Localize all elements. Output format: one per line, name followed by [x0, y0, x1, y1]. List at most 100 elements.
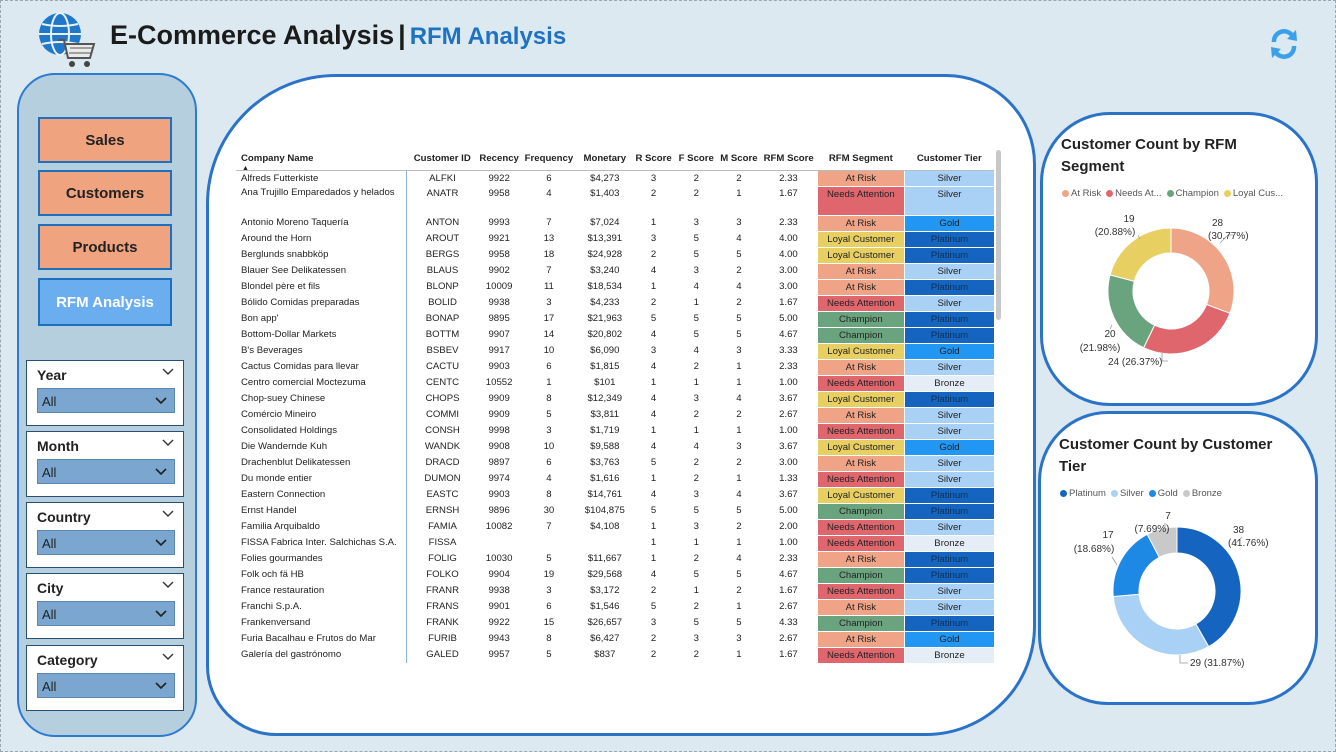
table-cell: 4	[650, 329, 657, 340]
donut-slice[interactable]	[1176, 526, 1242, 648]
column-header[interactable]: R Score	[632, 148, 675, 171]
table-cell: 3	[546, 585, 552, 596]
table-cell: Champion	[816, 311, 905, 328]
table-cell: B's Beverages	[236, 343, 408, 359]
column-header[interactable]: Company Name ▲	[236, 148, 407, 172]
nav-rfm-analysis-button[interactable]: RFM Analysis	[38, 278, 172, 326]
leader-line	[1137, 234, 1141, 240]
table-cell: 7	[546, 521, 552, 532]
table-cell: 10	[543, 441, 555, 452]
table-cell: 2.67	[779, 633, 798, 644]
table-row[interactable]: Cactus Comidas para llevar CACTU 9903 6 $1,8…	[236, 359, 994, 376]
table-row[interactable]: Bólido Comidas preparadas BOLID 9938 3 $4,23…	[236, 295, 994, 312]
table-row[interactable]: Consolidated Holdings CONSH 9998 3 $1,719 1 1 1…	[236, 423, 994, 440]
column-header[interactable]: Recency	[477, 148, 521, 171]
table-cell: 4	[546, 188, 552, 199]
legend-item[interactable]: At Risk	[1062, 188, 1101, 199]
table-row[interactable]: Ernst Handel ERNSH 9896 30 $104,875 5 5 5 5.00 Ch…	[236, 503, 994, 520]
donut-slice[interactable]	[1112, 593, 1210, 656]
nav-sales-button[interactable]: Sales	[38, 117, 172, 163]
legend-item[interactable]: Gold	[1148, 488, 1178, 499]
table-row[interactable]: Franchi S.p.A. FRANS 9901 6 $1,546 5 2 1 2.67 At …	[236, 599, 994, 616]
table-row[interactable]: Berglunds snabbköp BERGS 9958 18 $24,928 2 5 5 4…	[236, 247, 994, 264]
donut-slice[interactable]	[1109, 227, 1172, 282]
legend-item[interactable]: Needs At...	[1106, 188, 1162, 199]
legend-dot-icon	[1223, 189, 1231, 197]
table-row[interactable]: Antonio Moreno Taquería ANTON 9993 7 $7,024 1…	[236, 215, 994, 232]
table-row[interactable]: Comércio Mineiro COMMI 9909 5 $3,811 4 2 2 2.67 A…	[236, 407, 994, 424]
column-header[interactable]: M Score	[717, 148, 761, 171]
table-cell: 5	[650, 457, 657, 468]
table-row[interactable]: Alfreds Futterkiste ALFKI 9922 6 $4,273 3 2 2 2.…	[236, 170, 994, 187]
table-row[interactable]: Bon app' BONAP 9895 17 $21,963 5 5 5 5.00 Champio…	[236, 311, 994, 328]
table-row[interactable]: Du monde entier DUMON 9974 4 $1,616 1 2 1 1.33 Ne…	[236, 471, 994, 488]
chevron-down-icon[interactable]	[161, 507, 175, 521]
table-row[interactable]: Folies gourmandes FOLIG 10030 5 $11,667 1 2 4 2.…	[236, 551, 994, 568]
table-row[interactable]: Around the Horn AROUT 9921 13 $13,391 3 5 4 4.00…	[236, 231, 994, 248]
table-cell: Platinum	[904, 327, 994, 344]
table-cell: BERGS	[425, 249, 460, 260]
donut-slice[interactable]	[1142, 303, 1231, 355]
table-row[interactable]: Frankenversand FRANK 9922 15 $26,657 3 5 5 4.33 C…	[236, 615, 994, 632]
chevron-down-icon[interactable]	[161, 650, 175, 664]
table-cell: 1	[736, 361, 742, 372]
table-row[interactable]: Furia Bacalhau e Frutos do Mar FURIB 9943 8…	[236, 631, 994, 648]
table-cell: 7	[546, 217, 552, 228]
refresh-icon[interactable]	[1266, 26, 1302, 62]
table-row[interactable]: Die Wandernde Kuh WANDK 9908 10 $9,588 4 4 3 3.6…	[236, 439, 994, 456]
table-cell: Champion	[816, 615, 905, 632]
column-header[interactable]: RFM Segment	[817, 148, 905, 171]
table-cell: 9974	[488, 473, 510, 484]
city-dropdown[interactable]: All	[37, 601, 175, 626]
nav-customers-button[interactable]: Customers	[38, 170, 172, 216]
table-scrollbar[interactable]	[996, 150, 1001, 320]
month-dropdown[interactable]: All	[37, 459, 175, 484]
table-cell: At Risk	[816, 407, 905, 424]
column-header[interactable]: Frequency	[520, 148, 578, 171]
table-row[interactable]: Folk och fä HB FOLKO 9904 19 $29,568 4 5 5 4.67 C…	[236, 567, 994, 584]
table-cell: 3.00	[779, 265, 798, 276]
chevron-down-icon[interactable]	[161, 578, 175, 592]
table-cell: 6	[546, 457, 552, 468]
legend-item[interactable]: Loyal Cus...	[1223, 188, 1283, 199]
legend-item[interactable]: Silver	[1110, 488, 1144, 499]
table-row[interactable]: Familia Arquibaldo FAMIA 10082 7 $4,108 1 3 2 2.…	[236, 519, 994, 536]
column-header[interactable]: Customer ID	[406, 148, 478, 171]
country-dropdown[interactable]: All	[37, 530, 175, 555]
table-row[interactable]: Drachenblut Delikatessen DRACD 9897 6 $3,763…	[236, 455, 994, 472]
table-cell: EASTC	[426, 489, 459, 500]
table-row[interactable]: Chop-suey Chinese CHOPS 9909 8 $12,349 4 3 4 3.6…	[236, 391, 994, 408]
table-row[interactable]: Ana Trujillo Emparedados y helados ANATR 9…	[236, 186, 994, 216]
table-row[interactable]: FISSA Fabrica Inter. Salchichas S.A. FISS…	[236, 535, 994, 552]
table-cell: 5	[693, 617, 699, 628]
table-row[interactable]: Blauer See Delikatessen BLAUS 9902 7 $3,240 4…	[236, 263, 994, 280]
table-cell: Silver	[904, 263, 994, 280]
legend-item[interactable]: Champion	[1166, 188, 1219, 199]
legend-item[interactable]: Platinum	[1060, 488, 1106, 499]
table-cell: BSBEV	[426, 345, 459, 356]
table-cell: $1,719	[590, 425, 620, 436]
chevron-down-icon[interactable]	[161, 436, 175, 450]
chevron-down-icon[interactable]	[161, 365, 175, 379]
donut-slice[interactable]	[1146, 526, 1178, 559]
table-cell: 1	[736, 377, 742, 388]
column-header[interactable]: Monetary	[577, 148, 633, 171]
table-row[interactable]: Bottom-Dollar Markets BOTTM 9907 14 $20,802 4…	[236, 327, 994, 344]
column-header[interactable]: Customer Tier	[904, 148, 994, 171]
table-row[interactable]: Centro comercial Moctezuma CENTC 10552 1 $10…	[236, 375, 994, 392]
table-cell: 1.67	[779, 188, 798, 199]
legend-item[interactable]: Bronze	[1182, 488, 1222, 499]
column-header[interactable]: RFM Score	[760, 148, 818, 171]
column-header[interactable]: F Score	[674, 148, 718, 171]
table-row[interactable]: B's Beverages BSBEV 9917 10 $6,090 3 4 3 3.33 Loy…	[236, 343, 994, 360]
data-label: 38	[1233, 525, 1245, 536]
table-cell: 2.33	[779, 217, 798, 228]
table-row[interactable]: Eastern Connection EASTC 9903 8 $14,761 4 3 4 3.…	[236, 487, 994, 504]
table-row[interactable]: France restauration FRANR 9938 3 $3,172 2 1 2 1.…	[236, 583, 994, 600]
year-dropdown[interactable]: All	[37, 388, 175, 413]
nav-products-button[interactable]: Products	[38, 224, 172, 270]
table-cell: 9922	[488, 172, 510, 184]
category-dropdown[interactable]: All	[37, 673, 175, 698]
table-row[interactable]: Blondel père et fils BLONP 10009 11 $18,534 1…	[236, 279, 994, 296]
table-row[interactable]: Galería del gastrónomo GALED 9957 5 $837 2 2 1 1…	[236, 647, 994, 664]
